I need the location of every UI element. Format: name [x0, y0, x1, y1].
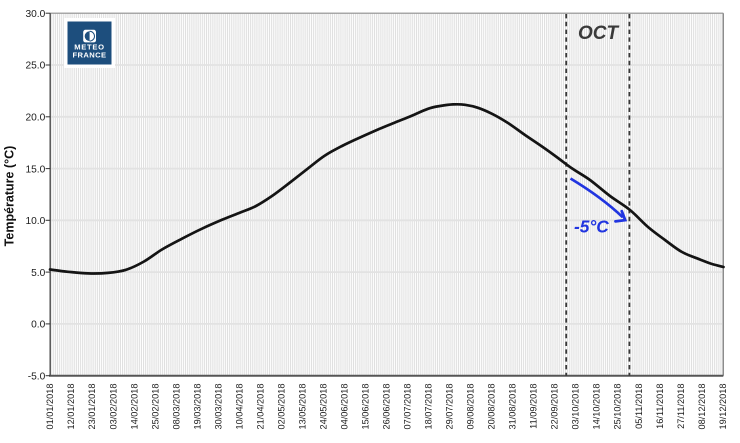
svg-text:25.0: 25.0 [25, 61, 45, 72]
svg-text:18/07/2018: 18/07/2018 [424, 384, 434, 430]
svg-text:19/12/2018: 19/12/2018 [718, 384, 728, 430]
svg-text:26/06/2018: 26/06/2018 [382, 384, 392, 430]
svg-text:12/01/2018: 12/01/2018 [66, 384, 76, 430]
svg-text:25/02/2018: 25/02/2018 [150, 384, 160, 430]
svg-text:Température (°C): Température (°C) [3, 146, 17, 247]
svg-text:21/04/2018: 21/04/2018 [255, 384, 265, 430]
svg-text:13/05/2018: 13/05/2018 [297, 384, 307, 430]
svg-text:01/01/2018: 01/01/2018 [45, 384, 55, 430]
svg-text:29/07/2018: 29/07/2018 [445, 384, 455, 430]
svg-text:METEO: METEO [74, 43, 105, 52]
svg-text:-5.0: -5.0 [28, 371, 46, 382]
svg-text:16/11/2018: 16/11/2018 [655, 384, 665, 429]
svg-text:14/10/2018: 14/10/2018 [592, 384, 602, 430]
svg-text:27/11/2018: 27/11/2018 [676, 384, 686, 429]
svg-text:31/08/2018: 31/08/2018 [508, 384, 518, 430]
svg-text:07/07/2018: 07/07/2018 [403, 384, 413, 430]
svg-text:14/02/2018: 14/02/2018 [129, 384, 139, 430]
svg-text:FRANCE: FRANCE [72, 51, 106, 60]
svg-text:25/10/2018: 25/10/2018 [613, 384, 623, 430]
svg-text:10/04/2018: 10/04/2018 [234, 384, 244, 430]
svg-text:03/02/2018: 03/02/2018 [108, 384, 118, 430]
svg-text:0.0: 0.0 [31, 320, 45, 331]
svg-text:08/03/2018: 08/03/2018 [171, 384, 181, 430]
svg-text:09/08/2018: 09/08/2018 [466, 384, 476, 430]
svg-text:04/06/2018: 04/06/2018 [340, 384, 350, 430]
svg-text:30.0: 30.0 [25, 9, 45, 20]
svg-text:03/10/2018: 03/10/2018 [571, 384, 581, 430]
svg-text:22/09/2018: 22/09/2018 [550, 384, 560, 430]
svg-text:23/01/2018: 23/01/2018 [87, 384, 97, 430]
svg-text:19/03/2018: 19/03/2018 [192, 384, 202, 430]
svg-text:-5°C: -5°C [574, 217, 609, 237]
svg-text:20.0: 20.0 [25, 113, 45, 124]
svg-text:24/05/2018: 24/05/2018 [319, 384, 329, 430]
svg-text:5.0: 5.0 [31, 268, 45, 279]
svg-text:11/09/2018: 11/09/2018 [529, 384, 539, 429]
svg-text:15.0: 15.0 [25, 164, 45, 175]
svg-text:02/05/2018: 02/05/2018 [276, 384, 286, 430]
svg-text:30/03/2018: 30/03/2018 [213, 384, 223, 430]
svg-text:20/08/2018: 20/08/2018 [487, 384, 497, 430]
svg-text:10.0: 10.0 [25, 216, 45, 227]
svg-text:15/06/2018: 15/06/2018 [361, 384, 371, 430]
svg-text:OCT: OCT [578, 23, 620, 44]
svg-text:08/12/2018: 08/12/2018 [697, 384, 707, 430]
svg-text:05/11/2018: 05/11/2018 [634, 384, 644, 429]
